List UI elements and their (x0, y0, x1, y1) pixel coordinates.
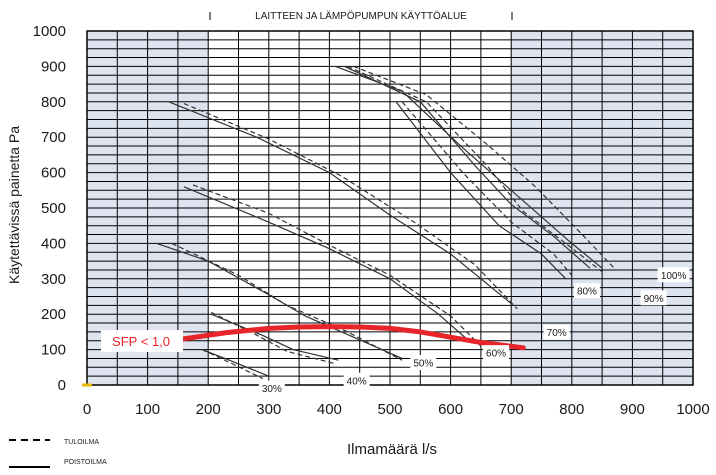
y-tick-label: 900 (41, 58, 66, 75)
plot-border (86, 30, 694, 386)
y-tick-label: 300 (41, 271, 66, 288)
x-tick-label: 900 (620, 401, 645, 418)
series-line-40pct-dashed (210, 311, 336, 365)
curve-label: 60% (486, 349, 506, 360)
series-line-60pct-dashed (192, 184, 482, 347)
x-tick-label: 500 (377, 401, 402, 418)
curve-label: 80% (577, 287, 597, 298)
series-line-90pct-dashed (347, 65, 603, 273)
curve-label: 70% (547, 328, 567, 339)
series-line-70pct-solid (168, 101, 512, 305)
series-layer (156, 65, 615, 380)
label-box (483, 345, 510, 361)
x-tick-label: 100 (135, 401, 160, 418)
x-tick-label: 400 (317, 401, 342, 418)
curve-label: 40% (347, 376, 367, 387)
label-box (573, 283, 600, 299)
curve-label: 30% (262, 384, 282, 395)
y-tick-label: 1000 (33, 23, 66, 40)
x-tick-label: 1000 (676, 401, 709, 418)
y-tick-label: 800 (41, 94, 66, 111)
series-line-80pct-dashed (401, 101, 573, 276)
curve-label: 90% (644, 294, 664, 305)
series-line-60pct-solid (183, 186, 470, 342)
sfp-label-box (101, 330, 183, 352)
ticks-layer: 0 100 200 300 400 500 600 700 800 900 1000 0 100 200 3… (33, 23, 710, 418)
curve-label: 50% (413, 359, 433, 370)
label-box (343, 372, 370, 388)
x-tick-label: 800 (559, 401, 584, 418)
sfp-layer (175, 324, 526, 351)
y-tick-label: 700 (41, 129, 66, 146)
y-tick-label: 100 (41, 342, 66, 359)
series-line-30pct-dashed (201, 349, 264, 380)
y-tick-label: 600 (41, 165, 66, 182)
y-axis-label: Käytettävissä painetta Pa (6, 126, 22, 284)
series-line-100pct-solid (335, 65, 603, 269)
legend-label-poistoilma: POISTOILMA (64, 459, 107, 466)
x-tick-label: 200 (196, 401, 221, 418)
x-tick-label: 0 (83, 401, 91, 418)
series-line-50pct-dashed (171, 242, 403, 361)
y-tick-label: 200 (41, 306, 66, 323)
series-line-80pct-solid (395, 101, 567, 280)
label-box (657, 267, 690, 283)
x-axis-label: Ilmamäärä l/s (347, 441, 437, 458)
label-box (258, 380, 285, 396)
series-line-100pct-dashed (353, 65, 615, 269)
series-line-70pct-dashed (183, 103, 518, 310)
curve-label: 100% (661, 271, 687, 282)
x-tick-label: 300 (256, 401, 281, 418)
sfp-label: SFP < 1,0 (112, 334, 170, 349)
y-tick-label: 0 (58, 377, 66, 394)
x-tick-label: 600 (438, 401, 463, 418)
x-tick-label: 700 (499, 401, 524, 418)
labels-layer: 30% 40% 50% 60% 70% 80% 90% 100% (258, 267, 690, 396)
legend-label-tuloilma: TULOILMA (64, 439, 99, 446)
sfp-curve (175, 324, 526, 351)
series-line-40pct-solid (211, 313, 339, 361)
y-tick-label: 500 (41, 200, 66, 217)
label-box (543, 324, 570, 340)
series-line-30pct-solid (201, 349, 270, 377)
label-box (410, 355, 437, 371)
y-tick-label: 400 (41, 235, 66, 252)
label-box (640, 290, 667, 306)
chart-title: LAITTEEN JA LÄMPÖPUMPUN KÄYTTÖALUE (255, 10, 467, 22)
origin-marker (82, 383, 92, 387)
